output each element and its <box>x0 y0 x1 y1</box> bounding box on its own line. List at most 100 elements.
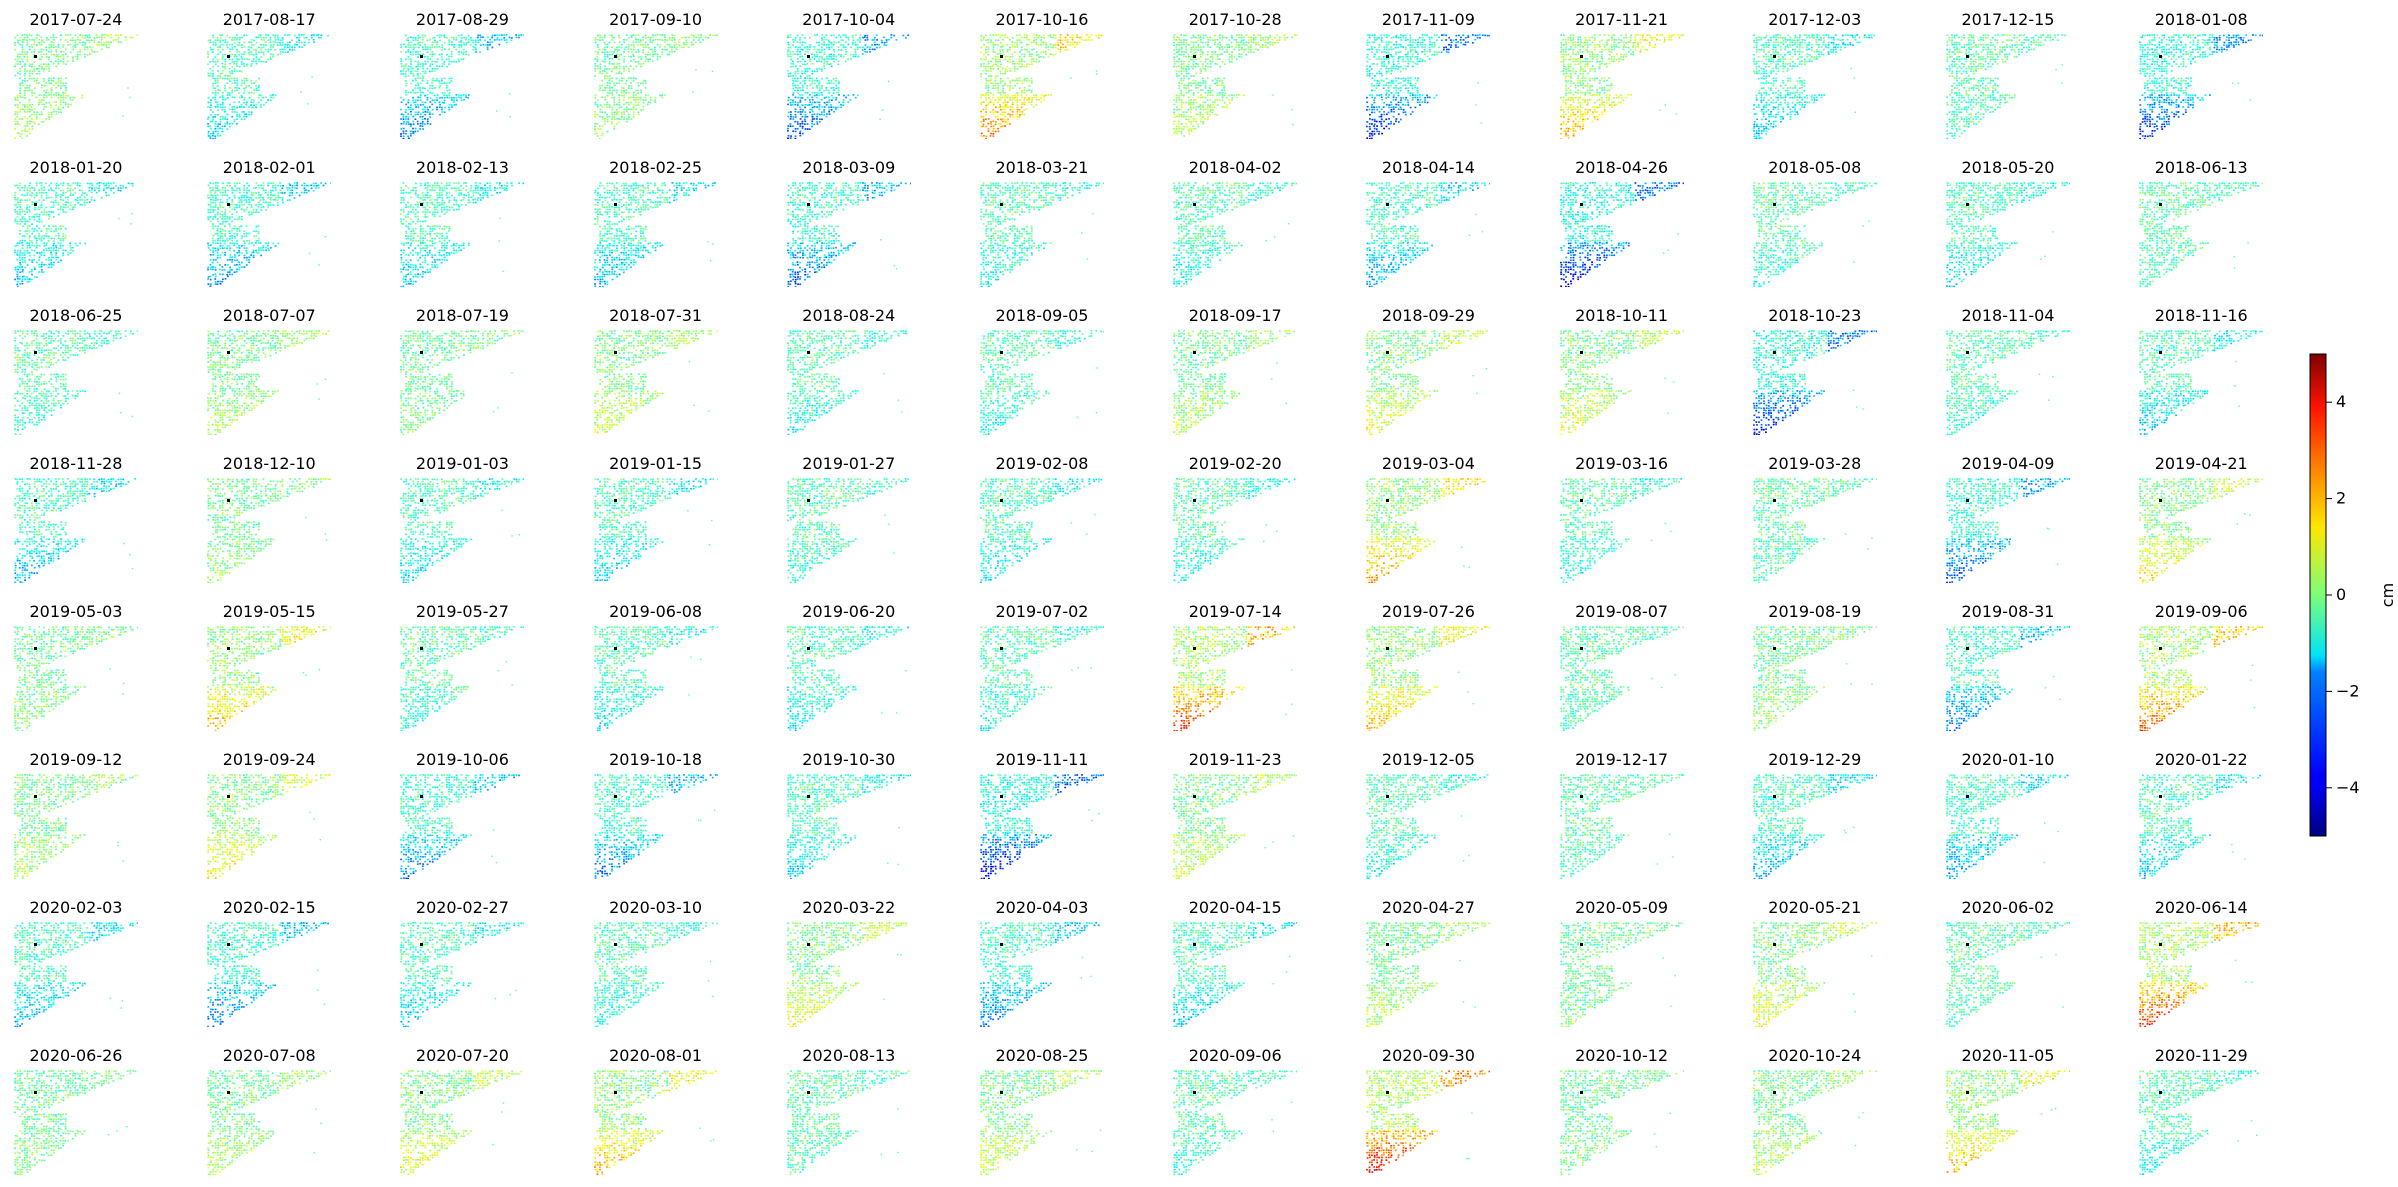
panel-2018-07-07: 2018-07-07 <box>207 306 357 435</box>
panel-2020-07-08: 2020-07-08 <box>207 1046 357 1175</box>
panel-title: 2020-05-21 <box>1753 898 1877 918</box>
panel-2019-04-21: 2019-04-21 <box>2139 454 2289 583</box>
panel-2020-06-14: 2020-06-14 <box>2139 898 2289 1027</box>
displacement-map <box>400 626 525 731</box>
displacement-map <box>786 34 909 139</box>
panel-title: 2017-10-28 <box>1173 10 1297 30</box>
panel-2019-06-20: 2019-06-20 <box>786 602 937 731</box>
displacement-map <box>1946 330 2070 435</box>
panel-2020-04-27: 2020-04-27 <box>1366 898 1516 1027</box>
displacement-map <box>593 774 718 879</box>
panel-2018-05-20: 2018-05-20 <box>1946 158 2096 287</box>
panel-2018-08-24: 2018-08-24 <box>786 306 937 435</box>
panel-2019-08-19: 2019-08-19 <box>1752 602 1903 731</box>
displacement-map <box>786 774 911 879</box>
displacement-map <box>1173 478 1296 583</box>
panel-2018-06-25: 2018-06-25 <box>14 306 164 435</box>
panel-title: 2018-09-17 <box>1173 306 1297 326</box>
panel-2020-02-03: 2020-02-03 <box>14 898 164 1027</box>
panel-2018-06-13: 2018-06-13 <box>2139 158 2289 287</box>
displacement-map <box>1559 182 1684 287</box>
panel-title: 2018-04-14 <box>1366 158 1490 178</box>
panel-title: 2020-07-20 <box>400 1046 524 1066</box>
panel-2020-08-01: 2020-08-01 <box>593 1046 744 1175</box>
panel-2020-03-10: 2020-03-10 <box>593 898 744 1027</box>
panel-2017-10-16: 2017-10-16 <box>980 10 1130 139</box>
displacement-map <box>1559 478 1682 583</box>
displacement-map <box>2139 626 2264 731</box>
panel-2017-10-28: 2017-10-28 <box>1173 10 1323 138</box>
displacement-map <box>2139 34 2264 139</box>
displacement-map <box>1366 182 1491 287</box>
displacement-map <box>1173 34 1298 137</box>
displacement-map <box>1559 34 1684 139</box>
displacement-map <box>1946 1070 2070 1173</box>
displacement-map <box>593 330 718 434</box>
panel-title: 2018-12-10 <box>207 454 331 474</box>
panel-title: 2019-12-17 <box>1560 750 1684 770</box>
panel-2019-02-08: 2019-02-08 <box>980 454 1130 583</box>
panel-title: 2019-07-14 <box>1173 602 1297 622</box>
displacement-map <box>2139 478 2264 583</box>
panel-title: 2019-10-06 <box>400 750 524 770</box>
panel-title: 2017-12-15 <box>1946 10 2070 30</box>
panel-title: 2019-05-27 <box>400 602 524 622</box>
displacement-map <box>400 922 525 1027</box>
colorbar-tick-label: −2 <box>2336 681 2360 700</box>
colorbar-gradient <box>2309 353 2327 837</box>
panel-2017-12-03: 2017-12-03 <box>1752 10 1903 139</box>
colorbar-ticks: −4 −2 0 2 4 <box>2326 392 2360 797</box>
panel-2018-01-20: 2018-01-20 <box>14 158 164 287</box>
panel-title: 2019-09-06 <box>2139 602 2263 622</box>
displacement-map <box>786 626 909 731</box>
panel-2018-03-21: 2018-03-21 <box>980 158 1130 287</box>
panel-title: 2019-09-12 <box>14 750 138 770</box>
displacement-map <box>1559 626 1684 731</box>
displacement-map <box>207 774 332 879</box>
panel-2019-01-27: 2019-01-27 <box>786 454 937 583</box>
panel-2019-01-15: 2019-01-15 <box>593 454 744 582</box>
panel-title: 2018-02-25 <box>594 158 718 178</box>
displacement-map <box>1366 922 1491 1027</box>
panel-2020-04-03: 2020-04-03 <box>980 898 1130 1027</box>
panel-2019-12-29: 2019-12-29 <box>1752 750 1903 879</box>
panel-2020-06-02: 2020-06-02 <box>1946 898 2096 1027</box>
displacement-map <box>2139 922 2260 1027</box>
panel-2018-04-26: 2018-04-26 <box>1559 158 1710 287</box>
displacement-map <box>1946 774 2069 879</box>
displacement-map <box>1366 1070 1491 1173</box>
panel-title: 2017-08-29 <box>400 10 524 30</box>
panel-title: 2019-05-15 <box>207 602 331 622</box>
displacement-map <box>593 1070 717 1175</box>
displacement-map <box>1752 774 1877 879</box>
displacement-map <box>1946 626 2070 731</box>
panel-title: 2020-05-09 <box>1560 898 1684 918</box>
panel-2020-09-30: 2020-09-30 <box>1366 1046 1516 1174</box>
panel-title: 2018-08-24 <box>787 306 911 326</box>
displacement-map <box>400 1070 523 1175</box>
panel-title: 2018-07-07 <box>207 306 331 326</box>
panel-2018-09-05: 2018-09-05 <box>980 306 1130 435</box>
displacement-map <box>400 330 525 435</box>
panel-2019-01-03: 2019-01-03 <box>400 454 550 583</box>
panel-title: 2019-04-09 <box>1946 454 2070 474</box>
panel-title: 2017-07-24 <box>14 10 138 30</box>
panel-2017-08-29: 2017-08-29 <box>400 10 550 139</box>
displacement-map <box>207 922 330 1027</box>
panel-title: 2020-03-10 <box>594 898 718 918</box>
panel-title: 2018-01-08 <box>2139 10 2263 30</box>
displacement-map <box>2139 774 2262 879</box>
displacement-map <box>593 922 718 1027</box>
displacement-map <box>14 922 138 1027</box>
panel-title: 2019-12-05 <box>1366 750 1490 770</box>
displacement-map <box>1559 922 1682 1027</box>
panel-title: 2018-09-29 <box>1366 306 1490 326</box>
displacement-map <box>786 478 909 583</box>
panel-title: 2018-06-13 <box>2139 158 2263 178</box>
displacement-map <box>14 1070 137 1175</box>
panel-title: 2017-12-03 <box>1753 10 1877 30</box>
panel-2020-02-15: 2020-02-15 <box>207 898 357 1027</box>
displacement-map <box>1366 626 1491 731</box>
panel-title: 2018-06-25 <box>14 306 138 326</box>
panel-2018-04-14: 2018-04-14 <box>1366 158 1516 287</box>
